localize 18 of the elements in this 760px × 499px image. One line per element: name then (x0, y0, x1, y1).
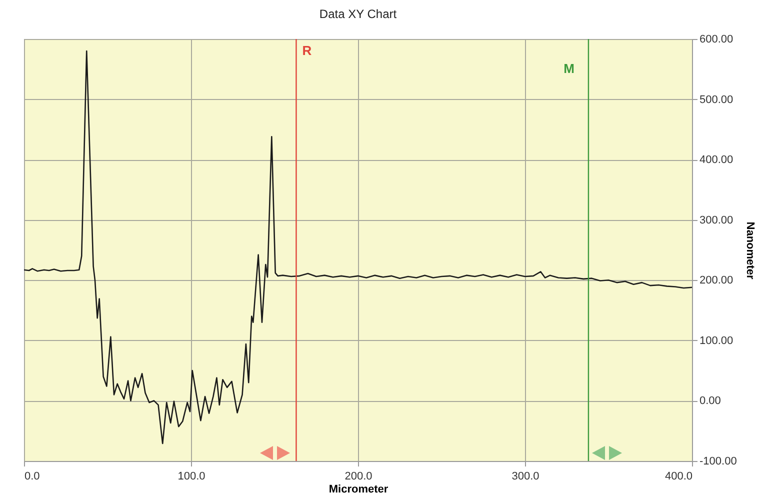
x-tick-label: 100.0 (178, 470, 206, 482)
y-axis-title: Nanometer (744, 222, 756, 280)
y-tick-label: 600.00 (700, 34, 734, 46)
y-tick-label: 200.00 (700, 274, 734, 287)
y-tick-label: 100.00 (700, 334, 734, 347)
x-tick-label: 300.0 (512, 470, 540, 482)
ref-line-label: R (302, 43, 312, 58)
chart-title: Data XY Chart (319, 7, 398, 21)
x-axis-title: Micrometer (328, 484, 389, 496)
x-tick-label: 200.0 (344, 470, 372, 482)
y-tick-label: -100.00 (700, 456, 737, 468)
y-tick-label: 0.00 (700, 395, 721, 408)
x-tick-label: 0.0 (24, 470, 40, 482)
x-tick-label: 400.0 (664, 470, 692, 482)
y-tick-label: 400.00 (700, 154, 734, 166)
y-tick-label: 300.00 (700, 214, 734, 226)
y-tick-label: 500.00 (700, 94, 734, 106)
ref-line-label: M (564, 61, 574, 76)
